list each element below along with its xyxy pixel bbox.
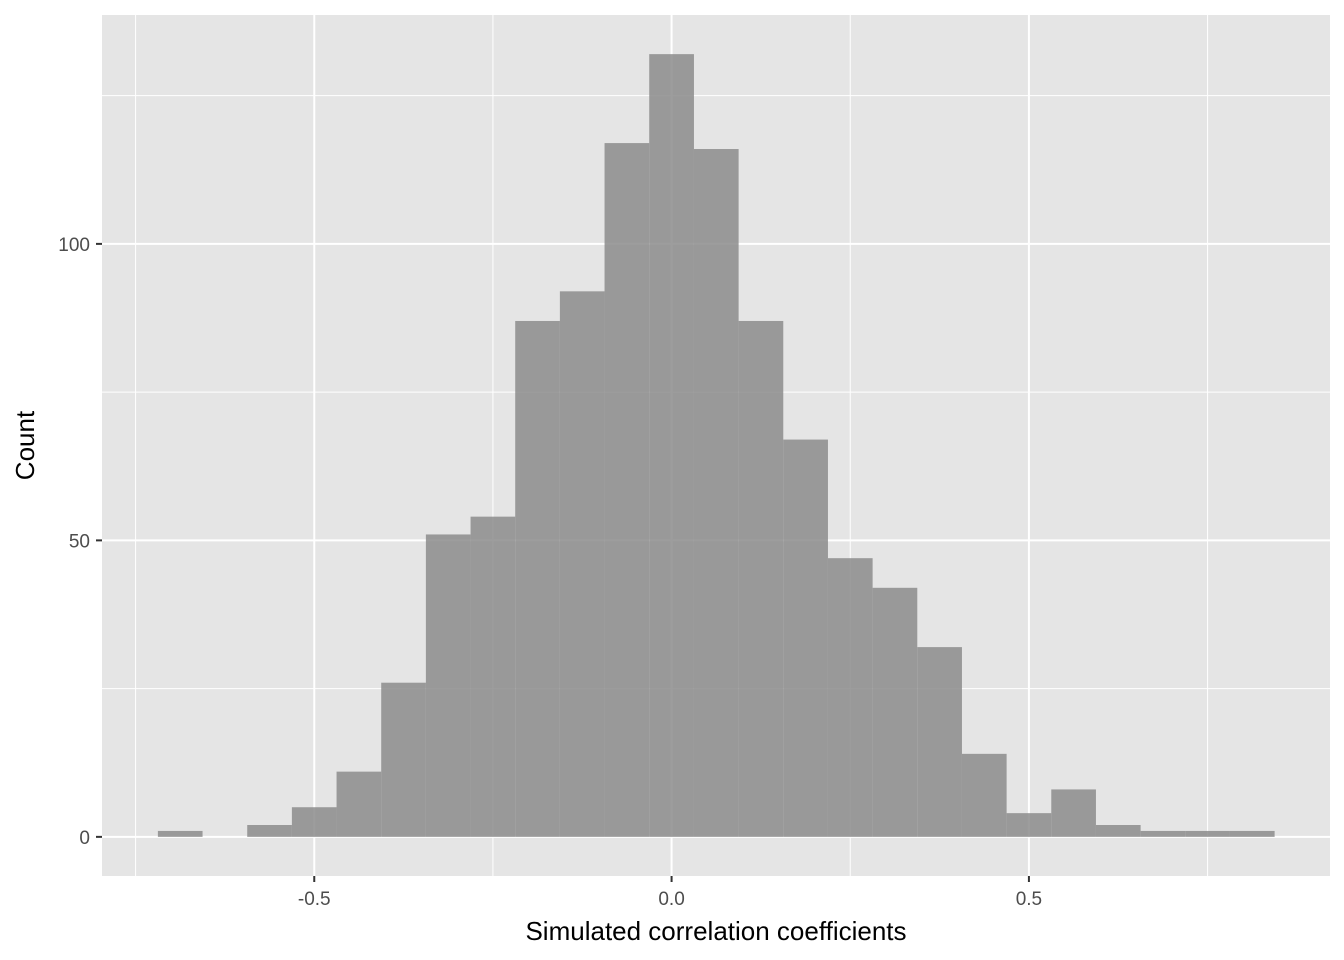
histogram-bar — [1006, 813, 1052, 837]
histogram-bar — [381, 682, 426, 837]
histogram-bar — [604, 143, 650, 837]
histogram-bar — [1051, 789, 1096, 837]
x-axis-title: Simulated correlation coefficients — [525, 916, 906, 946]
y-tick-label: 100 — [58, 235, 90, 256]
histogram-bar — [157, 830, 203, 837]
histogram-bar — [425, 534, 471, 837]
x-tick-label: 0.5 — [1016, 889, 1042, 910]
histogram-bar — [693, 149, 739, 837]
histogram-bar — [1140, 830, 1186, 837]
histogram-bar — [872, 587, 918, 837]
x-axis: -0.5 0.0 0.5 — [298, 876, 1042, 910]
histogram-bar — [738, 320, 784, 837]
y-tick-label: 50 — [69, 531, 90, 552]
histogram-bars — [157, 54, 1275, 837]
histogram-bar — [291, 807, 337, 837]
y-tick-label: 0 — [79, 828, 90, 849]
x-tick-label: 0.0 — [658, 889, 684, 910]
histogram-bar — [917, 647, 962, 837]
y-axis: 0 50 100 — [58, 235, 102, 849]
histogram-bar — [470, 516, 516, 837]
histogram-bar — [961, 753, 1007, 837]
histogram-bar — [336, 771, 382, 837]
y-axis-title: Count — [10, 410, 40, 480]
histogram-bar — [827, 558, 873, 837]
histogram-bar — [559, 291, 605, 837]
histogram-bar — [1095, 825, 1141, 837]
histogram-bar — [515, 320, 560, 837]
x-tick-label: -0.5 — [298, 889, 331, 910]
histogram-bar — [1229, 830, 1275, 837]
histogram-bar — [247, 825, 292, 837]
histogram-bar — [1185, 830, 1230, 837]
histogram-bar — [783, 439, 828, 837]
histogram-bar — [649, 54, 694, 837]
